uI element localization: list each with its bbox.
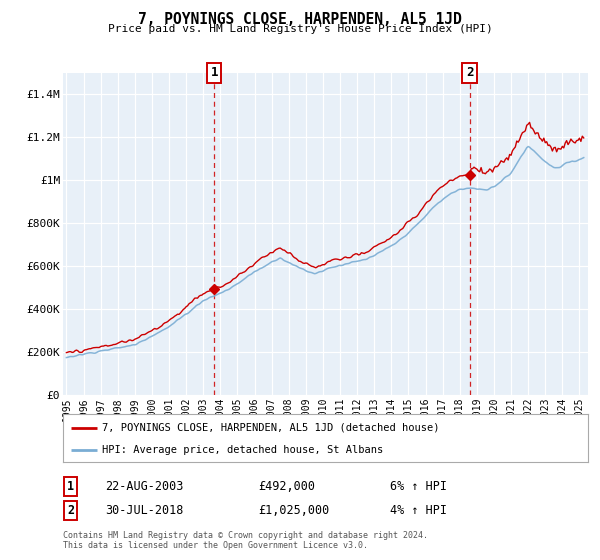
- Text: 1: 1: [67, 479, 74, 493]
- Text: 2: 2: [67, 504, 74, 517]
- Text: HPI: Average price, detached house, St Albans: HPI: Average price, detached house, St A…: [103, 445, 383, 455]
- Text: 22-AUG-2003: 22-AUG-2003: [105, 479, 184, 493]
- Text: 4% ↑ HPI: 4% ↑ HPI: [390, 504, 447, 517]
- Text: 7, POYNINGS CLOSE, HARPENDEN, AL5 1JD: 7, POYNINGS CLOSE, HARPENDEN, AL5 1JD: [138, 12, 462, 27]
- Text: Contains HM Land Registry data © Crown copyright and database right 2024.: Contains HM Land Registry data © Crown c…: [63, 531, 428, 540]
- Text: 7, POYNINGS CLOSE, HARPENDEN, AL5 1JD (detached house): 7, POYNINGS CLOSE, HARPENDEN, AL5 1JD (d…: [103, 423, 440, 433]
- Text: Price paid vs. HM Land Registry's House Price Index (HPI): Price paid vs. HM Land Registry's House …: [107, 24, 493, 34]
- Text: This data is licensed under the Open Government Licence v3.0.: This data is licensed under the Open Gov…: [63, 541, 368, 550]
- Text: 1: 1: [211, 66, 218, 80]
- Text: 6% ↑ HPI: 6% ↑ HPI: [390, 479, 447, 493]
- Text: £1,025,000: £1,025,000: [258, 504, 329, 517]
- Text: £492,000: £492,000: [258, 479, 315, 493]
- Text: 2: 2: [466, 66, 473, 80]
- Text: 30-JUL-2018: 30-JUL-2018: [105, 504, 184, 517]
